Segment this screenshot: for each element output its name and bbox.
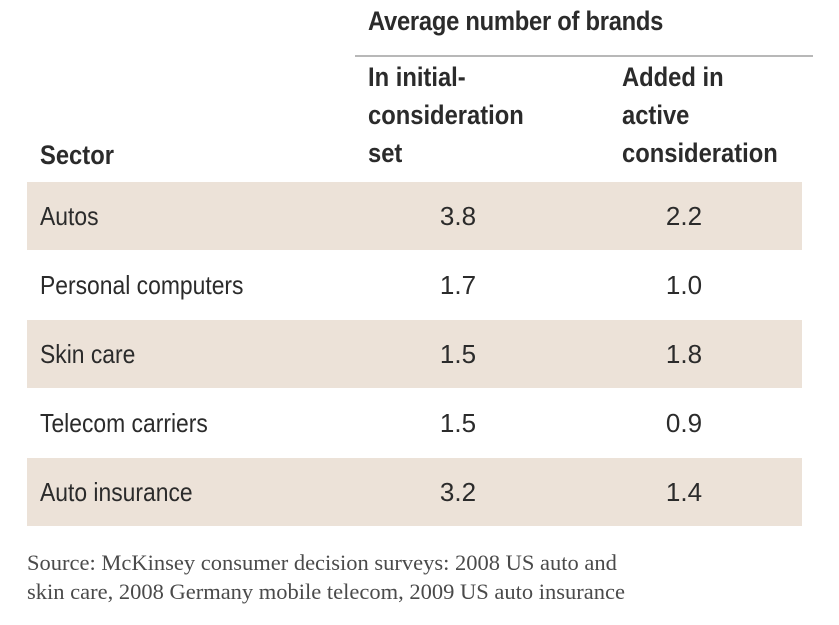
column-header-initial-consideration: In initial- consideration set [368, 58, 524, 172]
sector-cell: Skin care [40, 339, 136, 369]
table-row: Telecom carriers 1.5 0.9 [27, 389, 802, 457]
sector-cell: Telecom carriers [40, 408, 208, 438]
added-active-consideration-value: 1.8 [665, 339, 703, 369]
added-active-consideration-value: 0.9 [665, 408, 703, 438]
added-active-consideration-value: 1.4 [665, 477, 703, 507]
table-row: Personal computers 1.7 1.0 [27, 251, 802, 319]
initial-consideration-value: 1.7 [439, 270, 477, 300]
table-row: Autos 3.8 2.2 [27, 182, 802, 250]
sector-cell: Auto insurance [40, 477, 193, 507]
source-line-1: Source: McKinsey consumer decision surve… [27, 550, 617, 575]
sector-cell: Autos [40, 201, 99, 231]
column-header-sector: Sector [40, 140, 114, 170]
table-row: Skin care 1.5 1.8 [27, 320, 802, 388]
column-header-initial-line-1: In initial- [368, 62, 466, 92]
added-active-consideration-value: 1.0 [665, 270, 703, 300]
sector-cell: Personal computers [40, 270, 244, 300]
column-header-added-line-1: Added in [622, 62, 724, 92]
initial-consideration-value: 1.5 [439, 408, 477, 438]
column-header-added-line-2: active [622, 100, 690, 130]
group-header-rule [355, 55, 813, 57]
column-header-added-in-active-consideration: Added in active consideration [622, 58, 778, 172]
added-active-consideration-value: 2.2 [665, 201, 703, 231]
initial-consideration-value: 3.8 [439, 201, 477, 231]
group-header: Average number of brands [368, 6, 664, 36]
initial-consideration-value: 1.5 [439, 339, 477, 369]
source-line-2: skin care, 2008 Germany mobile telecom, … [27, 579, 625, 604]
initial-consideration-value: 3.2 [439, 477, 477, 507]
source-note: Source: McKinsey consumer decision surve… [27, 548, 827, 606]
table-row: Auto insurance 3.2 1.4 [27, 458, 802, 526]
column-header-initial-line-3: set [368, 138, 403, 168]
column-header-initial-line-2: consideration [368, 100, 524, 130]
column-header-added-line-3: consideration [622, 138, 778, 168]
